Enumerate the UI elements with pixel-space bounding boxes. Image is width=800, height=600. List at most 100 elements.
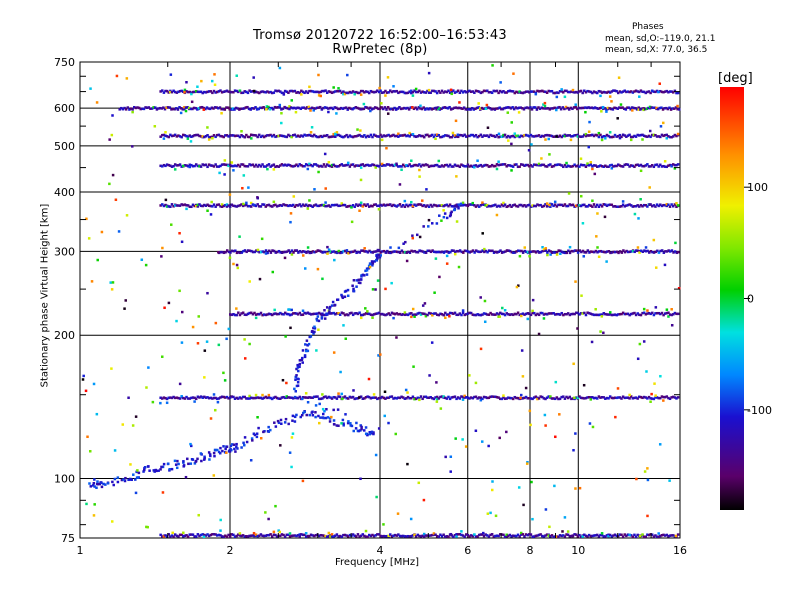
data-point <box>193 204 196 208</box>
data-point <box>490 91 494 95</box>
data-point <box>338 395 342 399</box>
data-point <box>82 374 85 378</box>
data-point <box>232 443 236 447</box>
data-point <box>319 250 323 253</box>
data-point <box>667 164 670 167</box>
data-point <box>529 106 532 109</box>
data-point <box>521 375 525 378</box>
data-point <box>650 533 654 536</box>
data-point <box>321 203 324 207</box>
data-point <box>269 251 273 254</box>
data-point <box>528 164 531 168</box>
data-point <box>646 467 649 470</box>
data-point <box>587 106 590 109</box>
data-point <box>471 165 474 168</box>
data-point <box>411 132 415 136</box>
data-point <box>294 107 298 110</box>
data-point <box>185 90 188 93</box>
data-point <box>279 444 282 447</box>
data-point <box>494 395 497 399</box>
data-point <box>556 106 560 109</box>
data-point <box>361 89 365 93</box>
data-point <box>379 89 382 93</box>
data-point <box>154 106 157 109</box>
data-point <box>372 396 376 399</box>
data-point <box>610 107 613 111</box>
data-point <box>513 132 517 135</box>
data-point <box>587 134 591 137</box>
data-point <box>364 163 368 167</box>
data-point <box>481 201 484 204</box>
data-point <box>655 163 659 166</box>
data-point <box>469 396 473 399</box>
data-point <box>172 205 175 208</box>
data-point <box>634 535 638 538</box>
data-point <box>306 349 310 353</box>
data-point <box>274 165 277 169</box>
data-point <box>343 295 347 299</box>
data-point <box>290 313 293 316</box>
data-point <box>111 480 114 484</box>
data-point <box>346 135 350 139</box>
data-point <box>597 255 601 259</box>
data-point <box>297 251 300 254</box>
data-point <box>267 163 271 166</box>
data-point <box>427 311 431 315</box>
data-point <box>478 250 481 254</box>
data-point <box>644 204 648 207</box>
data-point <box>387 91 390 94</box>
data-point <box>321 165 324 168</box>
data-point <box>484 134 487 138</box>
data-point <box>217 165 221 168</box>
data-point <box>291 133 295 137</box>
data-point <box>440 135 444 139</box>
data-point <box>543 413 547 417</box>
data-point <box>193 462 197 465</box>
data-point <box>613 106 616 110</box>
data-point <box>269 396 272 400</box>
data-point <box>542 397 546 400</box>
data-point <box>237 204 240 208</box>
data-point <box>296 377 299 380</box>
data-point <box>611 108 615 111</box>
data-point <box>419 107 422 110</box>
data-point <box>393 533 397 537</box>
data-point <box>162 133 166 137</box>
data-point <box>373 250 376 253</box>
data-point <box>528 203 531 207</box>
data-point <box>220 395 224 399</box>
data-point <box>422 532 426 536</box>
data-point <box>466 250 470 253</box>
data-point <box>621 395 625 398</box>
data-point <box>492 134 496 138</box>
data-point <box>502 204 505 208</box>
data-point <box>565 251 569 255</box>
data-point <box>459 107 463 110</box>
data-point <box>563 133 567 137</box>
data-point <box>583 251 586 254</box>
data-point <box>332 311 335 315</box>
data-point <box>570 397 573 401</box>
data-point <box>283 89 287 93</box>
data-point <box>237 163 240 167</box>
data-point <box>253 311 256 315</box>
data-point <box>282 533 285 537</box>
data-point <box>325 396 329 400</box>
data-point <box>522 108 526 111</box>
data-point <box>81 378 85 381</box>
data-point <box>330 535 334 538</box>
data-point <box>173 204 177 207</box>
data-point <box>670 165 673 168</box>
data-point <box>410 249 413 253</box>
data-point <box>338 534 342 538</box>
data-point <box>545 202 549 205</box>
data-point <box>676 104 679 108</box>
data-point <box>449 211 453 215</box>
data-point <box>318 421 321 425</box>
data-point <box>104 483 107 486</box>
data-point <box>603 215 607 219</box>
data-point <box>461 395 465 399</box>
data-point <box>574 487 577 490</box>
data-point <box>422 204 426 207</box>
data-point <box>494 514 498 518</box>
